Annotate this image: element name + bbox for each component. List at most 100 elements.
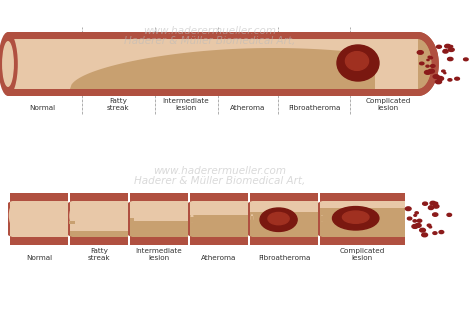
- Ellipse shape: [426, 65, 429, 67]
- Text: Intermediate
lesion: Intermediate lesion: [163, 98, 210, 111]
- Bar: [8, 89, 418, 96]
- Polygon shape: [188, 200, 198, 238]
- Ellipse shape: [414, 215, 417, 216]
- Ellipse shape: [433, 213, 438, 216]
- Ellipse shape: [442, 70, 445, 72]
- Bar: [250, 201, 318, 212]
- Ellipse shape: [439, 231, 444, 234]
- Bar: [8, 32, 418, 39]
- Ellipse shape: [9, 206, 15, 225]
- Text: Haderer & Müller Biomedical Art,: Haderer & Müller Biomedical Art,: [124, 36, 296, 46]
- Bar: [10, 201, 68, 237]
- Polygon shape: [70, 48, 375, 89]
- Bar: [250, 193, 318, 201]
- Ellipse shape: [429, 226, 432, 228]
- Bar: [70, 231, 128, 237]
- Bar: [190, 193, 248, 201]
- Text: Fibroatheroma: Fibroatheroma: [258, 255, 310, 261]
- Ellipse shape: [423, 202, 428, 205]
- Text: Haderer & Müller Biomedical Art,: Haderer & Müller Biomedical Art,: [134, 176, 306, 186]
- Ellipse shape: [445, 44, 451, 48]
- Text: Normal: Normal: [26, 255, 52, 261]
- Ellipse shape: [412, 225, 418, 228]
- Bar: [251, 216, 253, 222]
- Text: Intermediate
lesion: Intermediate lesion: [136, 248, 182, 261]
- Ellipse shape: [429, 206, 433, 208]
- Ellipse shape: [342, 211, 369, 223]
- Ellipse shape: [434, 202, 438, 204]
- Polygon shape: [68, 200, 77, 238]
- Ellipse shape: [437, 45, 441, 48]
- Ellipse shape: [0, 32, 18, 96]
- Ellipse shape: [405, 207, 411, 211]
- Ellipse shape: [419, 228, 426, 232]
- Bar: [130, 221, 188, 237]
- Ellipse shape: [449, 46, 453, 47]
- Ellipse shape: [447, 213, 452, 216]
- Ellipse shape: [433, 75, 439, 78]
- Bar: [190, 215, 248, 237]
- Ellipse shape: [425, 70, 431, 74]
- Ellipse shape: [415, 212, 419, 214]
- Ellipse shape: [444, 72, 446, 74]
- Ellipse shape: [130, 211, 134, 223]
- Bar: [70, 201, 128, 231]
- Ellipse shape: [433, 204, 439, 208]
- Ellipse shape: [337, 45, 379, 81]
- Ellipse shape: [346, 52, 369, 70]
- Ellipse shape: [448, 48, 454, 51]
- Ellipse shape: [464, 58, 468, 61]
- Text: www.haderermueller.com: www.haderermueller.com: [154, 166, 286, 176]
- Ellipse shape: [444, 49, 447, 52]
- Bar: [8, 39, 418, 89]
- Ellipse shape: [447, 57, 453, 61]
- Bar: [69, 221, 75, 224]
- Ellipse shape: [415, 223, 421, 227]
- Ellipse shape: [413, 220, 417, 222]
- Bar: [10, 237, 68, 245]
- Bar: [321, 216, 323, 221]
- Polygon shape: [128, 200, 137, 238]
- Text: Fatty
streak: Fatty streak: [88, 248, 110, 261]
- Ellipse shape: [427, 224, 431, 226]
- Polygon shape: [248, 200, 257, 238]
- Bar: [320, 193, 405, 201]
- Polygon shape: [8, 200, 18, 238]
- Bar: [320, 201, 405, 208]
- Bar: [250, 237, 318, 245]
- Polygon shape: [418, 39, 432, 89]
- Ellipse shape: [419, 62, 424, 65]
- Text: Complicated
lesion: Complicated lesion: [365, 98, 410, 111]
- Ellipse shape: [251, 214, 253, 222]
- Ellipse shape: [408, 217, 412, 220]
- Ellipse shape: [443, 50, 448, 53]
- Ellipse shape: [427, 59, 429, 61]
- Ellipse shape: [417, 219, 422, 222]
- Bar: [130, 218, 134, 223]
- Bar: [70, 193, 128, 201]
- Bar: [320, 208, 405, 237]
- Text: Complicated
lesion: Complicated lesion: [339, 248, 385, 261]
- Ellipse shape: [455, 77, 459, 80]
- Ellipse shape: [429, 57, 432, 59]
- Bar: [320, 237, 405, 245]
- Text: Normal: Normal: [29, 105, 55, 111]
- Ellipse shape: [191, 213, 193, 222]
- Ellipse shape: [428, 69, 435, 73]
- Bar: [130, 201, 188, 221]
- Ellipse shape: [321, 215, 323, 221]
- Ellipse shape: [436, 80, 442, 84]
- Ellipse shape: [417, 51, 423, 54]
- Polygon shape: [318, 200, 328, 238]
- Bar: [130, 193, 188, 201]
- Ellipse shape: [428, 206, 433, 210]
- Ellipse shape: [268, 212, 289, 225]
- Ellipse shape: [437, 77, 444, 81]
- Bar: [190, 237, 248, 245]
- Bar: [70, 237, 128, 245]
- Polygon shape: [418, 32, 439, 96]
- Ellipse shape: [332, 207, 379, 230]
- Text: Fatty
streak: Fatty streak: [107, 98, 129, 111]
- Ellipse shape: [428, 56, 431, 58]
- Text: Fibroatheroma: Fibroatheroma: [288, 105, 340, 111]
